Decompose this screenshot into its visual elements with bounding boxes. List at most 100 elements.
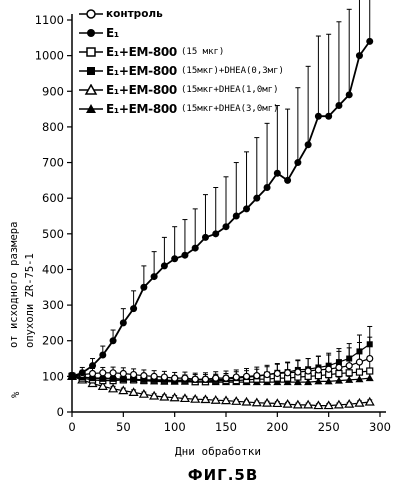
data-point — [99, 351, 107, 359]
legend-item-dhea-03: E₁+EM-800 (15мкг)+DHEA(0,3мг) — [79, 61, 284, 80]
data-point — [169, 392, 180, 402]
data-point — [130, 370, 138, 379]
data-point — [314, 372, 322, 380]
data-point — [200, 394, 211, 404]
legend-label: контроль — [106, 7, 163, 20]
legend-item-dhea-10: E₁+EM-800 (15мкг+DHEA(1,0мг) — [79, 80, 284, 99]
legend-label: E₁+EM-800 — [106, 101, 177, 116]
data-point — [263, 370, 271, 379]
legend-item-e1-em800: E₁+EM-800 (15 мкг) — [79, 42, 284, 61]
data-point — [294, 159, 302, 167]
y-tick-label: 600 — [42, 191, 64, 205]
data-point — [366, 354, 374, 363]
data-point — [273, 169, 281, 177]
data-point — [355, 52, 363, 60]
data-point — [222, 223, 230, 231]
data-point — [345, 375, 354, 383]
series-4 — [66, 371, 375, 410]
data-point — [88, 369, 97, 378]
data-point — [304, 378, 313, 386]
open-square-icon — [79, 46, 103, 57]
data-point — [335, 363, 343, 372]
data-point — [294, 368, 302, 376]
open-circle-icon — [79, 8, 103, 19]
data-point — [262, 397, 273, 407]
data-point — [364, 396, 375, 406]
data-point — [89, 375, 96, 382]
data-point — [232, 373, 240, 381]
y-tick-label: 1100 — [35, 13, 64, 27]
data-point — [334, 376, 343, 384]
data-point — [220, 395, 232, 405]
y-tick-label: 900 — [42, 84, 64, 98]
data-point — [272, 398, 283, 408]
data-point — [119, 369, 127, 378]
data-point — [314, 112, 322, 120]
data-point — [355, 375, 364, 383]
data-point — [222, 374, 230, 382]
data-point — [160, 262, 168, 270]
filled-circle-icon — [79, 28, 103, 37]
series-0 — [68, 336, 374, 383]
data-point — [284, 176, 292, 184]
data-point — [120, 376, 127, 383]
data-point — [354, 397, 365, 407]
data-point — [149, 390, 160, 400]
data-point — [171, 374, 179, 382]
data-point — [241, 396, 252, 406]
legend-label: E₁+EM-800 — [106, 82, 177, 97]
y-tick-label: 700 — [42, 156, 64, 170]
data-point — [190, 393, 201, 403]
data-point — [273, 369, 281, 378]
data-point — [293, 378, 302, 386]
data-point — [333, 399, 344, 409]
data-point — [140, 376, 147, 383]
data-point — [313, 400, 324, 410]
legend-dose: (15мкг+DHEA(3,0мг) — [180, 103, 279, 114]
y-tick-label: 200 — [42, 334, 64, 348]
legend: контроль E₁ E₁+EM-800 (15 мкг) E₁+EM-800… — [79, 4, 284, 118]
data-point — [179, 393, 190, 403]
legend-dose: (15мкг+DHEA(1,0мг) — [180, 84, 279, 95]
data-point — [242, 372, 251, 380]
legend-label: E₁+EM-800 — [106, 63, 177, 78]
data-point — [253, 372, 261, 380]
data-point — [201, 233, 209, 241]
data-point — [212, 230, 220, 238]
data-point — [181, 251, 189, 259]
y-axis-label-line: опухоли ZR-75-1 — [24, 253, 36, 348]
data-point — [344, 398, 355, 408]
series-line — [71, 357, 370, 380]
legend-item-control: контроль — [79, 4, 284, 23]
data-point — [231, 396, 242, 405]
y-axis-label-line: % — [10, 391, 22, 398]
data-point — [314, 377, 323, 385]
data-point — [130, 376, 137, 383]
data-point — [243, 205, 251, 213]
data-point — [282, 398, 293, 408]
data-point — [99, 375, 106, 382]
y-axis-label: % от исходного размера опухоли ZR-75-1 — [4, 108, 44, 398]
x-tick-label: 200 — [266, 420, 288, 434]
data-point — [138, 388, 149, 398]
x-axis-label: Дни обработки — [174, 445, 262, 458]
x-tick-label: 150 — [215, 420, 237, 434]
legend-dose: (15 мкг) — [180, 46, 225, 57]
y-tick-label: 500 — [42, 227, 64, 241]
series-1 — [68, 0, 374, 380]
data-point — [68, 372, 76, 380]
data-point — [325, 365, 333, 373]
data-point — [78, 369, 86, 377]
data-point — [345, 91, 353, 99]
data-point — [366, 37, 374, 45]
x-tick-label: 100 — [164, 420, 186, 434]
x-tick-label: 0 — [68, 420, 75, 434]
data-point — [181, 374, 189, 382]
data-point — [292, 399, 303, 409]
data-point — [355, 358, 364, 366]
figure-caption: ФИГ.5В — [187, 466, 259, 484]
data-point — [284, 369, 292, 377]
data-point — [304, 141, 312, 149]
data-point — [263, 183, 271, 191]
y-tick-label: 300 — [42, 298, 64, 312]
